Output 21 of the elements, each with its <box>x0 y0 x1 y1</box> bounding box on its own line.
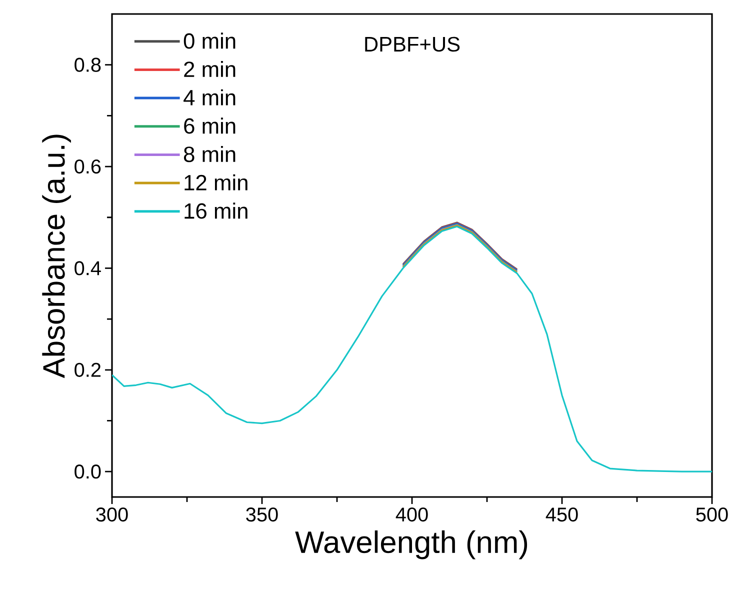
legend-label: 6 min <box>184 118 236 134</box>
legend-label: 12 min <box>184 174 248 190</box>
y-tick-label: 0.4 <box>74 261 101 276</box>
y-axis-title: Absorbance (a.u.) <box>42 134 71 378</box>
x-tick-label: 500 <box>696 508 728 522</box>
x-tick-label: 300 <box>96 508 128 522</box>
x-tick-label: 400 <box>396 508 428 522</box>
y-tick-label: 0.0 <box>74 464 101 479</box>
legend-label: 0 min <box>184 32 236 49</box>
legend-label: 8 min <box>184 146 236 162</box>
legend-label: 4 min <box>184 89 236 106</box>
x-axis-title: Wavelength (nm) <box>295 530 528 560</box>
y-tick-label: 0.6 <box>74 159 101 174</box>
y-tick-label: 0.2 <box>74 362 101 377</box>
line-series <box>112 226 712 472</box>
y-tick-label: 0.8 <box>74 58 101 72</box>
x-tick-label: 450 <box>546 508 578 522</box>
text: DPBF+US <box>365 36 460 52</box>
x-tick-label: 350 <box>246 508 278 522</box>
legend-label: 16 min <box>184 202 248 219</box>
legend-label: 2 min <box>184 61 236 77</box>
